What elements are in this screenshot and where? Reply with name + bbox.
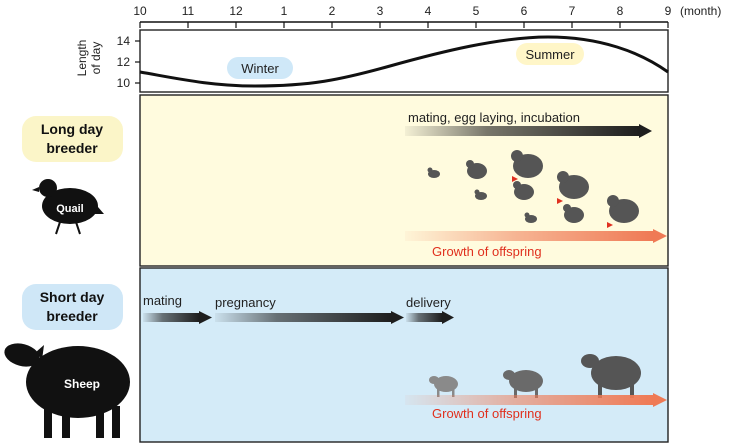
summer-label: Summer [525, 47, 575, 62]
pregnancy-label: pregnancy [215, 295, 276, 310]
month-tick-label: 1 [281, 4, 288, 18]
short-day-panel: Short day breeder Sheep mating pregnancy… [4, 267, 669, 443]
mating-label: mating [143, 293, 182, 308]
sheep-growth-sequence [429, 354, 641, 398]
long-day-panel: Long day breeder Quail mating, egg layin… [22, 94, 669, 267]
short-day-badge [22, 284, 123, 330]
short-day-growth-label: Growth of offspring [432, 406, 542, 421]
day-length-yticks: 14 12 10 [117, 34, 140, 90]
long-day-activity-arrow-shaft [405, 126, 639, 136]
long-day-activity-label: mating, egg laying, incubation [408, 110, 580, 125]
delivery-arrow-shaft [406, 313, 442, 322]
winter-label: Winter [241, 61, 279, 76]
delivery-arrow-head [442, 311, 454, 324]
long-day-growth-arrow-head [653, 229, 667, 243]
quail-silhouette: Quail [32, 179, 104, 235]
mating-arrow-shaft [143, 313, 199, 322]
month-tick-label: 9 [665, 4, 672, 18]
month-tick-label: 6 [521, 4, 528, 18]
day-length-ylabel-line2: of day [89, 42, 103, 75]
month-tick-label: 5 [473, 4, 480, 18]
sheep-label: Sheep [64, 377, 100, 391]
long-day-badge [22, 116, 123, 162]
long-day-growth-label: Growth of offspring [432, 244, 542, 259]
month-tick-label: 3 [377, 4, 384, 18]
month-tick-label: 2 [329, 4, 336, 18]
pregnancy-arrow-head [391, 311, 404, 324]
winter-badge [227, 57, 293, 79]
day-length-ytick-label: 12 [117, 55, 131, 69]
month-tick-label: 4 [425, 4, 432, 18]
short-day-growth-arrow-shaft [405, 395, 653, 405]
day-length-ytick-label: 10 [117, 76, 131, 90]
month-unit-label: (month) [680, 4, 721, 18]
long-day-growth-arrow-shaft [405, 231, 653, 241]
short-day-label-line1: Short day [40, 289, 105, 305]
quail-growth-sequence [427, 150, 639, 223]
short-day-label-line2: breeder [46, 308, 98, 324]
long-day-activity-arrow-head [639, 124, 652, 138]
quail-label: Quail [56, 203, 84, 215]
day-length-panel: Length of day 14 12 10 Winter Summer [75, 29, 669, 93]
month-axis: 10 11 12 1 2 3 4 5 6 7 8 9 (month) [133, 4, 721, 28]
long-day-label-line1: Long day [41, 121, 103, 137]
mating-arrow-head [199, 311, 212, 324]
month-tick-label: 8 [617, 4, 624, 18]
month-tick-label: 12 [229, 4, 243, 18]
day-length-ylabel-line1: Length [75, 40, 89, 77]
month-ticks: 10 11 12 1 2 3 4 5 6 7 8 9 [133, 4, 672, 28]
month-tick-label: 10 [133, 4, 147, 18]
day-length-curve [139, 35, 669, 88]
short-day-growth-arrow-head [653, 393, 667, 407]
long-day-label-line2: breeder [46, 140, 98, 156]
offspring-growth-red-arrows [440, 176, 613, 228]
summer-badge [516, 43, 584, 65]
month-tick-label: 11 [182, 4, 195, 18]
month-tick-label: 7 [569, 4, 576, 18]
short-day-frame [139, 267, 669, 443]
sheep-silhouette: Sheep [4, 343, 130, 438]
delivery-label: delivery [406, 295, 451, 310]
day-length-ytick-label: 14 [117, 34, 131, 48]
pregnancy-arrow-shaft [215, 313, 391, 322]
